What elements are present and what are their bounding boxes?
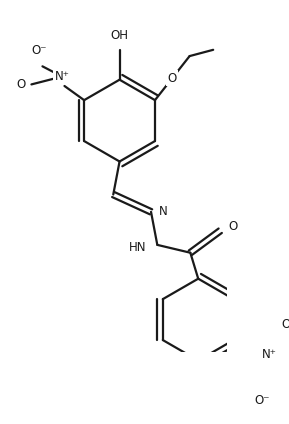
Text: O: O — [16, 78, 25, 91]
Text: O: O — [228, 220, 237, 233]
Text: N⁺: N⁺ — [262, 348, 277, 361]
Text: O: O — [281, 318, 289, 331]
Text: O⁻: O⁻ — [254, 393, 270, 407]
Text: O: O — [168, 72, 177, 85]
Text: N: N — [159, 205, 168, 218]
Text: O⁻: O⁻ — [32, 44, 47, 57]
Text: N⁺: N⁺ — [55, 70, 70, 83]
Text: OH: OH — [111, 29, 129, 42]
Text: HN: HN — [129, 241, 146, 254]
